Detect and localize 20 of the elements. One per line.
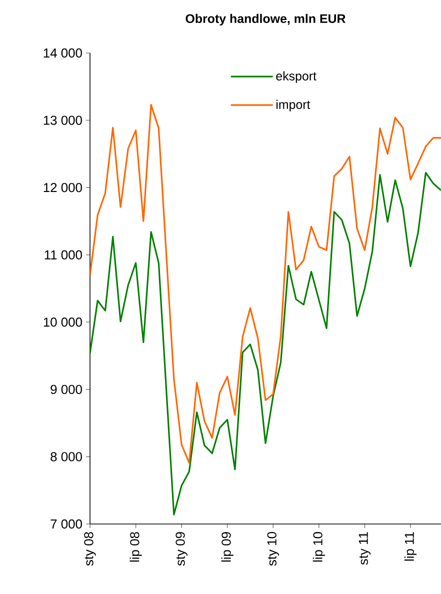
x-tick-label: lip 11: [404, 532, 417, 561]
x-tick-label: sty 10: [267, 532, 279, 566]
y-tick-label: 10 000: [44, 318, 82, 327]
line-series: [90, 172, 441, 516]
x-tick-label: sty 09: [176, 532, 188, 566]
y-tick-label: 12 000: [44, 182, 82, 192]
x-tick-label: lip 08: [130, 532, 142, 562]
legend-label: import: [276, 100, 310, 112]
y-tick-label: 13 000: [44, 116, 82, 125]
y-tick-label: 9 000: [50, 384, 82, 394]
x-tick-label: sty 11: [358, 532, 370, 565]
y-tick-label: 7 000: [50, 519, 82, 529]
x-tick-label: lip 10: [312, 532, 325, 562]
legend-label: eksport: [276, 71, 316, 83]
y-tick-label: 14 000: [44, 48, 82, 58]
x-tick-label: sty 08: [84, 532, 96, 566]
y-tick-label: 11 000: [44, 250, 82, 260]
chart-title: Obroty handlowe, mln EUR: [186, 14, 346, 26]
x-tick-label: lip 09: [221, 532, 234, 562]
y-tick-label: 8 000: [50, 452, 82, 462]
